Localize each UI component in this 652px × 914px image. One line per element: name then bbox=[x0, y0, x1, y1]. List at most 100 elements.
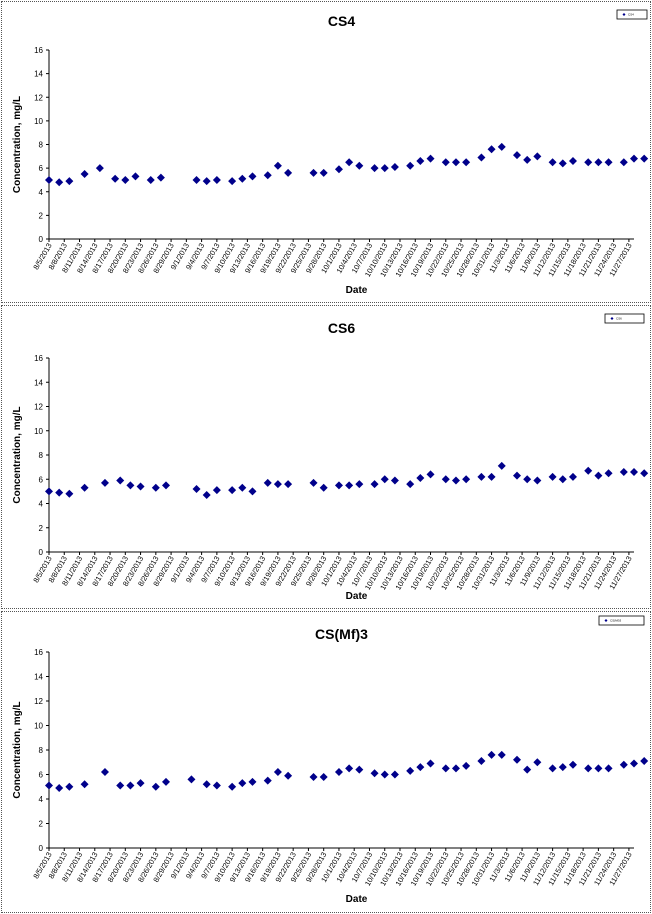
data-point bbox=[284, 480, 293, 489]
data-point bbox=[273, 480, 282, 489]
data-point bbox=[477, 757, 486, 766]
chart-cs6: CS602468101214168/5/20138/8/20138/11/201… bbox=[12, 313, 649, 602]
data-point bbox=[416, 474, 425, 483]
data-point bbox=[462, 158, 471, 167]
y-tick-label: 10 bbox=[34, 722, 43, 731]
data-point bbox=[162, 777, 170, 786]
legend-label: CS6 bbox=[616, 317, 622, 321]
data-point bbox=[487, 145, 496, 154]
data-point bbox=[202, 177, 211, 186]
legend: CS4 bbox=[616, 9, 648, 20]
data-point bbox=[558, 763, 567, 772]
legend: CS(Mf)3 bbox=[598, 615, 645, 626]
data-point bbox=[380, 770, 389, 779]
chart-csmf3: CS(Mf)302468101214168/5/20138/8/20138/11… bbox=[12, 615, 649, 905]
data-point bbox=[309, 772, 318, 781]
y-tick-label: 12 bbox=[34, 697, 43, 706]
data-point bbox=[594, 471, 603, 480]
data-point bbox=[640, 757, 649, 766]
y-tick-label: 4 bbox=[39, 188, 44, 197]
y-tick-label: 12 bbox=[34, 403, 43, 412]
data-point bbox=[497, 461, 506, 470]
legend-box bbox=[598, 615, 645, 626]
data-point bbox=[319, 772, 328, 781]
data-point bbox=[619, 467, 628, 476]
data-point bbox=[202, 780, 211, 789]
data-point bbox=[126, 481, 135, 490]
data-point bbox=[334, 481, 343, 490]
data-point bbox=[45, 175, 53, 184]
data-point bbox=[594, 764, 603, 773]
data-point bbox=[65, 782, 74, 791]
y-tick-label: 0 bbox=[39, 844, 44, 853]
data-point bbox=[136, 779, 145, 788]
legend-marker bbox=[604, 619, 608, 622]
data-point bbox=[462, 761, 471, 770]
data-point bbox=[487, 472, 496, 481]
data-point bbox=[228, 782, 237, 791]
x-axis-title: Date bbox=[346, 894, 368, 905]
data-point bbox=[390, 476, 399, 485]
legend-label: CS4 bbox=[628, 13, 634, 17]
data-point bbox=[523, 155, 532, 164]
data-point bbox=[497, 750, 506, 759]
y-tick-label: 8 bbox=[39, 141, 44, 150]
data-point bbox=[334, 768, 343, 777]
data-point bbox=[370, 480, 379, 489]
y-axis-title: Concentration, mg/L bbox=[12, 701, 23, 798]
data-point bbox=[523, 765, 532, 774]
data-point bbox=[284, 771, 293, 780]
data-point bbox=[426, 470, 435, 479]
data-point bbox=[568, 157, 577, 166]
legend-marker bbox=[610, 317, 614, 320]
data-point bbox=[533, 758, 542, 767]
data-point bbox=[548, 764, 557, 773]
data-point bbox=[238, 174, 247, 183]
data-point bbox=[319, 168, 328, 177]
data-point bbox=[441, 475, 450, 484]
y-tick-label: 16 bbox=[34, 354, 43, 363]
data-point bbox=[513, 471, 521, 480]
data-point bbox=[228, 177, 237, 186]
data-point bbox=[345, 481, 354, 490]
data-point bbox=[95, 164, 104, 173]
data-point bbox=[416, 763, 425, 772]
y-tick-label: 14 bbox=[34, 673, 43, 682]
chart-panel-csmf3: CS(Mf)3 0 2 4 6 8 10 12 14 16 8/5/2013 8/8/2013 8/11… bbox=[1, 611, 651, 913]
y-tick-label: 2 bbox=[39, 820, 44, 829]
data-point bbox=[548, 472, 557, 481]
data-point bbox=[640, 469, 649, 478]
data-point bbox=[212, 175, 221, 184]
data-point bbox=[594, 158, 603, 167]
data-point bbox=[162, 481, 170, 490]
data-point bbox=[146, 175, 155, 184]
data-point bbox=[355, 161, 364, 170]
data-point bbox=[584, 764, 593, 773]
data-point bbox=[370, 769, 379, 778]
legend-box bbox=[616, 9, 648, 20]
data-point bbox=[212, 781, 221, 790]
data-point bbox=[345, 158, 354, 167]
y-tick-label: 6 bbox=[39, 164, 44, 173]
data-point bbox=[111, 174, 120, 183]
data-point bbox=[131, 172, 140, 181]
y-tick-label: 6 bbox=[39, 771, 44, 780]
legend: CS6 bbox=[604, 313, 645, 324]
data-point bbox=[187, 775, 196, 784]
y-tick-label: 12 bbox=[34, 93, 43, 102]
data-point bbox=[248, 487, 257, 496]
data-point bbox=[406, 766, 415, 775]
y-tick-label: 2 bbox=[39, 524, 44, 533]
data-point bbox=[477, 472, 486, 481]
data-point bbox=[487, 750, 496, 759]
data-point bbox=[309, 168, 318, 177]
data-point bbox=[441, 764, 450, 773]
data-point bbox=[604, 469, 613, 478]
data-point bbox=[151, 483, 160, 492]
data-point bbox=[273, 161, 282, 170]
y-tick-label: 16 bbox=[34, 648, 43, 657]
data-point bbox=[116, 476, 125, 485]
data-point bbox=[558, 159, 567, 168]
data-point bbox=[462, 475, 471, 484]
